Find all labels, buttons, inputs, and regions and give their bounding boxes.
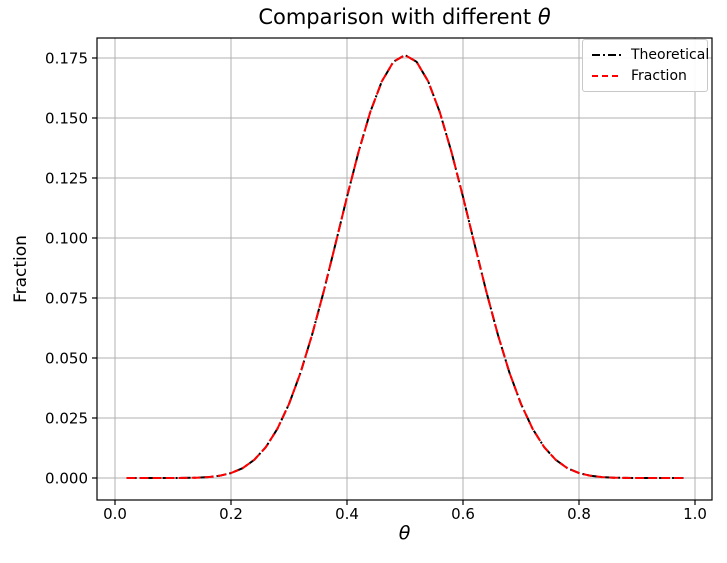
- axes-spines: [96, 37, 713, 501]
- legend-entry-theoretical: Theoretical: [591, 48, 709, 62]
- legend-entry-fraction: Fraction: [591, 69, 699, 83]
- y-tick-label: 0.025: [45, 409, 88, 427]
- series-line-fraction: [126, 53, 684, 479]
- y-tick-label: 0.150: [45, 109, 88, 127]
- chart-title-theta: θ: [537, 5, 551, 29]
- x-axis-label: θ: [398, 522, 411, 544]
- y-tick-label: 0.075: [45, 289, 88, 307]
- dashdot-line-icon: [592, 53, 622, 56]
- y-tick-label: 0.100: [45, 229, 88, 247]
- chart-title-text: Comparison with different: [258, 5, 538, 29]
- x-tick-label: 0.2: [219, 505, 243, 523]
- x-tick-label: 0.4: [335, 505, 359, 523]
- legend-label-fraction: Fraction: [631, 68, 687, 85]
- x-tick-label: 0.8: [567, 505, 591, 523]
- x-tick-label: 0.6: [451, 505, 475, 523]
- chart-title: Comparison with different θ: [97, 5, 712, 29]
- legend-label-theoretical: Theoretical: [631, 46, 710, 63]
- y-tick-label: 0.050: [45, 349, 88, 367]
- dashed-line-icon: [592, 75, 622, 78]
- y-tick-label: 0.000: [45, 469, 88, 487]
- x-tick-label: 1.0: [683, 505, 707, 523]
- series-line-theoretical: [126, 53, 684, 479]
- y-tick-label: 0.175: [45, 49, 88, 67]
- legend: Theoretical Fraction: [582, 39, 709, 92]
- x-tick-label: 0.0: [103, 505, 127, 523]
- y-tick-label: 0.125: [45, 169, 88, 187]
